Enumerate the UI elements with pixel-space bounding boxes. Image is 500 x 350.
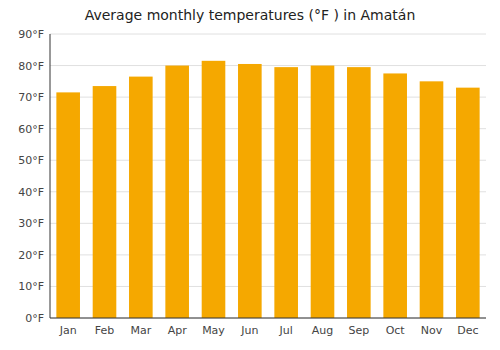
grid-line <box>50 318 486 319</box>
x-tick-label: Aug <box>312 324 333 337</box>
y-axis <box>50 34 51 318</box>
y-tick-label: 80°F <box>18 60 44 73</box>
x-tick-label: Oct <box>386 324 406 337</box>
bar <box>456 88 480 318</box>
y-tick-label: 0°F <box>25 312 44 325</box>
bar <box>420 81 444 318</box>
x-tick-label: May <box>202 324 225 337</box>
y-tick-label: 30°F <box>18 217 44 230</box>
bar <box>56 92 80 318</box>
y-tick-label: 50°F <box>18 154 44 167</box>
y-tick-label: 70°F <box>18 91 44 104</box>
chart: Average monthly temperatures (°F ) in Am… <box>0 0 500 350</box>
bar <box>202 61 226 318</box>
bar <box>238 64 262 318</box>
grid-line <box>50 65 486 66</box>
bar <box>383 73 407 318</box>
x-tick-label: Feb <box>95 324 114 337</box>
x-axis <box>50 318 486 319</box>
bars <box>56 61 479 318</box>
bar <box>347 67 371 318</box>
bar <box>165 66 189 318</box>
grid <box>50 34 486 318</box>
y-tick-label: 40°F <box>18 186 44 199</box>
y-tick-label: 90°F <box>18 28 44 41</box>
x-tick-label: Mar <box>130 324 151 337</box>
y-tick-label: 60°F <box>18 123 44 136</box>
y-tick-label: 10°F <box>18 280 44 293</box>
x-tick-label: Apr <box>168 324 188 337</box>
x-tick-label: Nov <box>421 324 443 337</box>
bar <box>93 86 117 318</box>
title: Average monthly temperatures (°F ) in Am… <box>85 7 416 23</box>
bar <box>129 77 153 318</box>
x-tick-label: Dec <box>457 324 478 337</box>
y-tick-label: 20°F <box>18 249 44 262</box>
grid-line <box>50 34 486 35</box>
bar <box>274 67 298 318</box>
x-tick-label: Jan <box>59 324 77 337</box>
bar <box>311 66 335 318</box>
x-tick-label: Jun <box>240 324 258 337</box>
x-tick-label: Jul <box>279 324 293 337</box>
x-tick-label: Sep <box>348 324 369 337</box>
